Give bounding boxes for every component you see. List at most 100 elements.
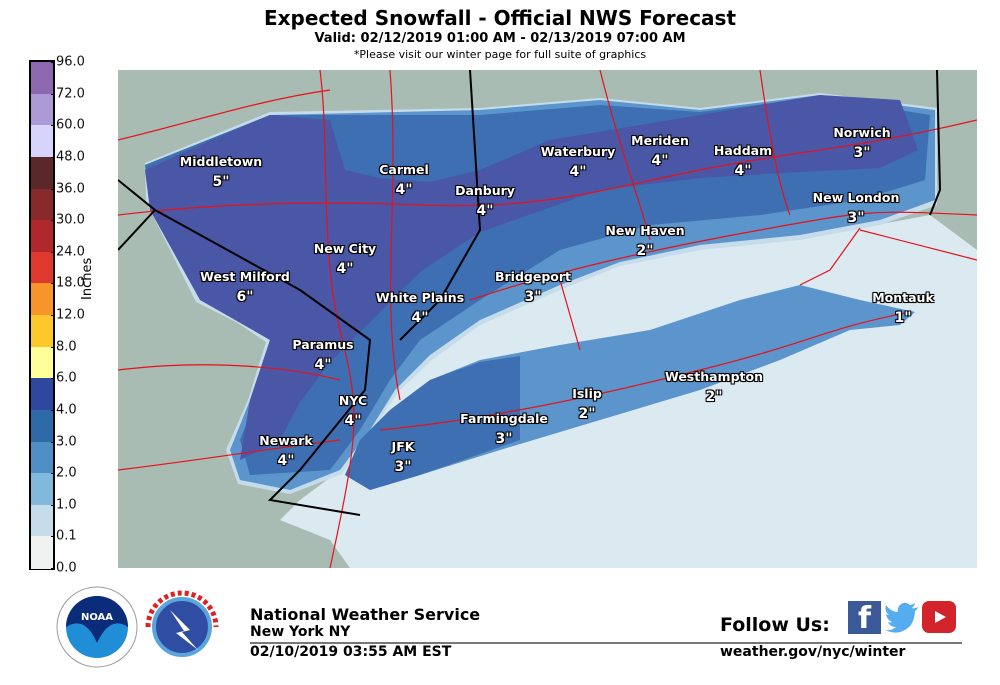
winter-page-link[interactable]: weather.gov/nyc/winter [720, 644, 906, 660]
city-label: Middletown 5" [180, 152, 262, 192]
city-label: White Plains 4" [376, 288, 464, 328]
youtube-icon[interactable] [922, 601, 956, 633]
state-borders [118, 70, 942, 516]
snow-amount: 1" [894, 310, 912, 326]
colorbar-segment [31, 156, 53, 189]
city-label: Bridgeport 3" [495, 267, 571, 307]
colorbar-tick [51, 125, 55, 127]
colorbar-tick-label: 4.0 [56, 402, 77, 418]
office-name: New York NY [250, 624, 351, 640]
snow-amount: 3" [853, 145, 871, 161]
snow-amount: 2" [636, 243, 654, 259]
colorbar-tick-label: 8.0 [56, 339, 77, 355]
snow-amount: 4" [734, 163, 752, 179]
city-label: New Haven 2" [605, 221, 684, 261]
colorbar-tick-label: 3.0 [56, 434, 77, 449]
city-name: NYC [338, 393, 368, 408]
city-name: New London [812, 190, 900, 205]
colorbar-segment [31, 504, 53, 537]
issued-time: 02/10/2019 03:55 AM EST [250, 644, 452, 660]
roads [118, 70, 977, 568]
colorbar-tick [51, 378, 55, 380]
follow-label: Follow Us: [720, 614, 830, 636]
colorbar-segment [31, 125, 53, 158]
city-label: Carmel 4" [379, 160, 429, 200]
snow-amount: 2" [705, 389, 723, 405]
city-name: White Plains [375, 290, 465, 305]
page-title: Expected Snowfall - Official NWS Forecas… [263, 6, 737, 30]
colorbar-segment [31, 188, 53, 221]
svg-text:NOAA: NOAA [81, 612, 113, 623]
colorbar-tick [51, 315, 55, 316]
colorbar-segment [31, 283, 53, 316]
city-label: Waterbury 4" [541, 142, 616, 182]
colorbar-tick-label: 12.0 [56, 307, 85, 323]
city-name: Danbury [455, 183, 515, 198]
city-label: Norwich 3" [833, 123, 890, 163]
colorbar-tick-label: 0.1 [56, 528, 77, 544]
colorbar-segment [31, 62, 53, 95]
snow-amount: 5" [212, 174, 230, 190]
city-name: Carmel [379, 162, 429, 177]
city-label: Newark 4" [259, 431, 312, 471]
colorbar-segment [31, 315, 53, 348]
city-name: New Haven [605, 223, 685, 238]
colorbar-tick [51, 251, 55, 253]
colorbar-tick-label: 30.0 [56, 212, 85, 228]
city-name: Waterbury [540, 144, 616, 159]
facebook-icon[interactable]: f [848, 601, 881, 636]
colorbar-tick-label: 18.0 [56, 275, 85, 291]
colorbar-unit: Inches [80, 257, 95, 300]
snow-amount: 4" [476, 203, 494, 219]
city-name: Farmingdale [460, 411, 548, 426]
long-island-band-3-4 [345, 356, 520, 490]
snow-amount: 4" [569, 164, 587, 180]
colorbar-tick [51, 62, 55, 63]
city-label: Farmingdale 3" [460, 409, 548, 449]
colorbar-tick [51, 473, 55, 475]
colorbar-tick [51, 188, 55, 190]
colorbar-tick [51, 441, 55, 443]
city-label: Islip 2" [572, 384, 602, 424]
colorbar-tick [51, 536, 55, 538]
colorbar-tick-label: 0.0 [56, 560, 77, 576]
colorbar-tick-label: 1.0 [56, 497, 77, 513]
city-name: Westhampton [664, 369, 764, 384]
colorbar-tick [51, 156, 55, 158]
colorbar-segment [31, 93, 53, 126]
colorbar [29, 60, 55, 570]
colorbar-tick-label: 48.0 [56, 149, 85, 165]
snow-amount: 4" [314, 357, 332, 373]
colorbar-tick-label: 2.0 [56, 465, 77, 481]
city-name: Bridgeport [494, 269, 572, 284]
city-label: JFK 3" [392, 437, 415, 477]
colorbar-tick [51, 504, 55, 506]
snow-amount: 3" [394, 459, 412, 475]
colorbar-tick [51, 93, 55, 95]
snow-amount: 3" [524, 289, 542, 305]
snow-amount: 4" [277, 453, 295, 469]
twitter-icon[interactable] [884, 601, 920, 634]
snow-amount: 6" [236, 289, 254, 305]
note: *Please visit our winter page for full s… [353, 48, 647, 61]
colorbar-segment [31, 220, 53, 253]
city-name: Meriden [631, 133, 689, 148]
city-label: New London 3" [813, 188, 900, 228]
city-name: Paramus [292, 337, 354, 352]
city-label: Meriden 4" [631, 131, 689, 171]
snow-band-4-6 [145, 95, 918, 460]
snow-amount: 4" [344, 413, 362, 429]
colorbar-tick-label: 36.0 [56, 181, 85, 196]
city-name: Norwich [833, 125, 891, 140]
snow-amount: 3" [847, 210, 865, 226]
snow-amount: 2" [578, 406, 596, 422]
snow-amount: 4" [651, 153, 669, 169]
colorbar-tick-label: 96.0 [56, 54, 85, 70]
colorbar-segment [31, 473, 53, 506]
colorbar-segment [31, 251, 53, 284]
city-label: Haddam 4" [714, 141, 772, 181]
city-label: New City 4" [314, 239, 376, 279]
colorbar-tick-label: 72.0 [56, 86, 85, 102]
colorbar-segment [31, 409, 53, 442]
